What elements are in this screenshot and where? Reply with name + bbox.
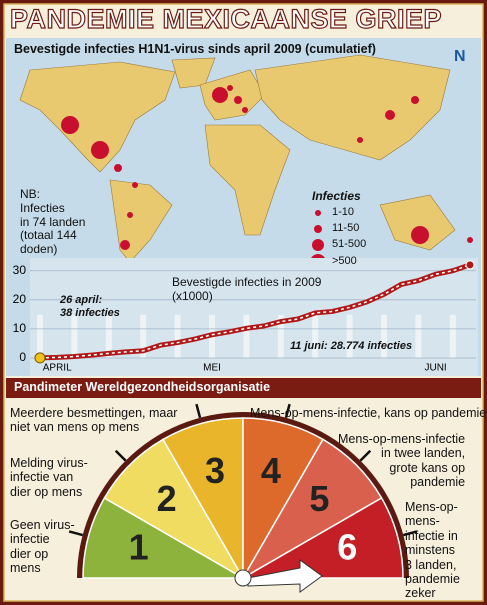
pointer-tick [195, 403, 202, 418]
bubble [411, 226, 429, 244]
bubble [114, 164, 122, 172]
needle-hub [234, 569, 252, 587]
north-america [19, 61, 176, 173]
plot-background [30, 258, 478, 376]
bubble [234, 96, 242, 104]
phase-number: 5 [309, 478, 329, 519]
legend-item: 11-50 [332, 222, 360, 234]
annotation: 26 april: 38 infecties [60, 294, 120, 319]
bubble [357, 137, 363, 143]
bubble [91, 141, 109, 159]
bubble [411, 96, 419, 104]
phase-text: Geen virus- infectie dier op mens [10, 518, 75, 576]
annotation: 11 juni: 28.774 infecties [290, 340, 413, 352]
europe [199, 69, 266, 121]
stripe [140, 314, 147, 358]
phase-number: 3 [205, 450, 225, 491]
line-dash [39, 264, 471, 359]
legend-dot [315, 210, 321, 216]
africa [204, 124, 291, 236]
bubble [61, 116, 79, 134]
x-tick-label: JUNI [424, 363, 446, 374]
logo: N [454, 48, 466, 65]
bubble [132, 182, 138, 188]
title: PANDEMIE MEXICAANSE GRIEP [9, 3, 443, 34]
line-chart: 0 10 20 30 APRIL MEI JUNI [13, 258, 478, 376]
map-subtitle: Bevestigde infecties H1N1-virus sinds ap… [14, 42, 376, 56]
y-tick-label: 10 [13, 321, 27, 335]
asia [254, 54, 451, 161]
legend-item: 1-10 [332, 206, 355, 218]
stripe [381, 314, 387, 358]
stripe [174, 314, 181, 358]
pandimeter-title: Pandimeter Wereldgezondheidsorganisatie [14, 380, 271, 394]
gauge-segment [240, 496, 404, 579]
pointer-tick [284, 403, 291, 418]
phase-text: Melding virus- infectie van dier op mens [10, 456, 88, 499]
stripe [37, 314, 43, 358]
end-dot [465, 260, 475, 270]
pointer-tick [114, 449, 127, 462]
legend-dot [314, 225, 322, 233]
x-tick-label: APRIL [43, 363, 72, 374]
legend-item: >500 [332, 255, 357, 267]
phase-text: Meerdere besmettingen, maar niet van men… [10, 406, 178, 435]
legend-dot [312, 239, 324, 251]
x-tick-label: MEI [203, 363, 221, 374]
phase-number: 6 [337, 527, 357, 568]
pointer-tick [359, 449, 372, 462]
stripe [105, 314, 112, 358]
phase-text: Mens-op-mens-infectie, kans op pandemie [250, 406, 487, 420]
stripe [415, 314, 422, 358]
stripe [277, 314, 284, 358]
bubble [120, 240, 130, 250]
legend-item: 51-500 [332, 238, 367, 250]
phase-text: Mens-op-mens- infectie in minstens 3 lan… [405, 500, 460, 601]
bubble [385, 110, 395, 120]
y-tick-label: 0 [19, 350, 26, 364]
legend-title: Infecties [312, 189, 361, 203]
pandimeter-bar [6, 378, 481, 398]
gauge: 123 456 [68, 403, 418, 581]
y-tick-label: 30 [13, 263, 27, 277]
stripe [346, 314, 353, 358]
stripe [449, 314, 456, 358]
stripe [71, 314, 78, 358]
map-note: NB: Infecties in 74 landen (totaal 144 d… [20, 187, 86, 257]
bubble [127, 212, 133, 218]
stripe [243, 314, 250, 358]
australia [379, 194, 456, 251]
bubble [227, 85, 233, 91]
bubble [242, 107, 248, 113]
bubble [212, 87, 228, 103]
chart-title: Bevestigde infecties in 2009 (x1000) [172, 275, 322, 303]
start-dot [34, 352, 46, 364]
phase-number: 1 [129, 527, 149, 568]
phase-number: 4 [261, 450, 281, 491]
continents [19, 54, 456, 263]
phase-number: 2 [157, 478, 177, 519]
needle [247, 559, 323, 593]
pointer-tick [68, 530, 83, 537]
phase-text: Mens-op-mens-infectie in twee landen, gr… [338, 432, 466, 490]
y-tick-label: 20 [13, 292, 27, 306]
bubble [467, 237, 473, 243]
pointer-tick [403, 530, 418, 537]
stripe [312, 314, 319, 358]
